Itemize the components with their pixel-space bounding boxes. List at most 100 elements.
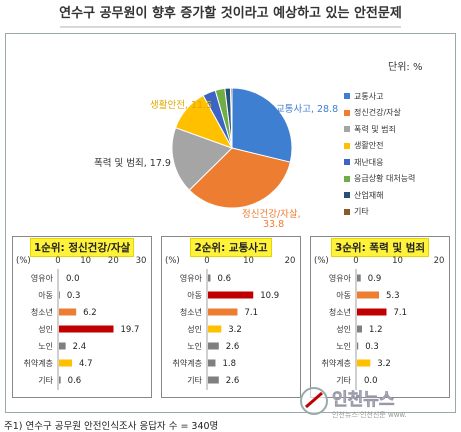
legend-label: 응급상황 대처능력 — [354, 174, 416, 184]
bar-5 — [59, 359, 72, 367]
bar-value-label: 0.3 — [67, 291, 81, 301]
pie-legend: 교통사고 정신건강/자살 폭력 및 범죄 생활안전 재난대응 응급상황 대처능력… — [344, 88, 415, 220]
rank3-panel: 3순위: 폭력 및 범죄 (%) 0 10 20 영유아 0.9 아동 5.3 청소년 7.1 성인… — [310, 236, 450, 398]
legend-item: 정신건강/자살 — [344, 105, 415, 122]
rank2-title: 2순위: 교통사고 — [162, 236, 300, 257]
footnote: 주1) 연수구 공무원 안전인식조사 응답자 수 = 340명 — [4, 421, 219, 432]
pie-label-violence: 폭력 및 범죄, 17.9 — [94, 158, 171, 169]
x-tick-label: 0 — [353, 256, 358, 266]
bar-6 — [59, 376, 61, 384]
category-label: 청소년 — [31, 307, 53, 317]
axis-unit-label: (%) — [16, 256, 31, 266]
rank3-bar-chart: (%) 0 10 20 영유아 0.9 아동 5.3 청소년 7.1 성인 1.2 노인 0.3 취약계층 3… — [314, 256, 444, 390]
pie-slice-0 — [231, 87, 293, 163]
bar-value-label: 4.7 — [79, 359, 93, 369]
legend-swatch — [344, 192, 350, 199]
axis-unit-label: (%) — [314, 256, 329, 266]
legend-swatch — [344, 93, 350, 100]
pie-label-health-value: 33.8 — [263, 219, 285, 230]
bar-2 — [357, 308, 387, 316]
bar-value-label: 0.9 — [368, 274, 382, 284]
category-label: 기타 — [336, 376, 351, 385]
category-label: 기타 — [38, 376, 53, 385]
bar-value-label: 6.2 — [83, 308, 97, 318]
rank2-panel: 2순위: 교통사고 (%) 0 10 20 영유아 0.6 아동 10.9 청소년 7.1 성인 3.… — [161, 236, 301, 398]
x-tick-label: 0 — [204, 256, 209, 266]
bar-0 — [208, 274, 211, 282]
bar-0 — [357, 274, 361, 282]
x-tick-label: 10 — [243, 256, 254, 266]
x-tick-label: 30 — [136, 256, 147, 266]
bar-2 — [208, 308, 238, 316]
bar-1 — [357, 291, 379, 299]
bar-4 — [357, 342, 359, 350]
bar-value-label: 0.6 — [68, 376, 82, 386]
category-label: 아동 — [336, 290, 351, 300]
pie-slice-1 — [188, 147, 291, 209]
x-tick-label: 0 — [55, 256, 60, 266]
category-label: 영유아 — [31, 273, 54, 283]
pie-label-traffic: 교통사고, 28.8 — [276, 104, 339, 115]
page-title: 연수구 공무원이 향후 증가할 것이라고 예상하고 있는 안전문제 — [0, 0, 461, 30]
rank1-panel: 1순위: 정신건강/자살 (%) 0 10 20 30 영유아 0.0 아동 0.3 청소년 6.2… — [12, 236, 152, 398]
category-label: 성인 — [187, 324, 202, 334]
category-label: 성인 — [38, 324, 53, 334]
category-label: 취약계층 — [173, 358, 202, 368]
legend-item: 응급상황 대처능력 — [344, 171, 415, 188]
pie-slice-2 — [171, 127, 233, 191]
rank2-bar-chart: (%) 0 10 20 영유아 0.6 아동 10.9 청소년 7.1 성인 3.2 노인 2.6 취약계층… — [165, 256, 295, 390]
bar-2 — [59, 308, 77, 316]
category-label: 노인 — [336, 341, 351, 351]
bar-value-label: 2.6 — [226, 376, 240, 386]
pie-label-life: 생활안전, 11.5 — [150, 100, 213, 111]
category-label: 영유아 — [329, 273, 352, 283]
x-tick-label: 10 — [80, 256, 91, 266]
legend-item: 생활안전 — [344, 138, 415, 155]
legend-swatch — [344, 159, 350, 166]
bar-value-label: 19.7 — [121, 325, 140, 335]
legend-swatch — [344, 126, 350, 133]
category-label: 영유아 — [180, 273, 203, 283]
axis-unit-label: (%) — [165, 256, 180, 266]
bar-3 — [357, 325, 362, 333]
legend-item: 재난대응 — [344, 154, 415, 171]
category-label: 청소년 — [180, 307, 202, 317]
bar-1 — [208, 291, 254, 299]
bar-value-label: 7.1 — [393, 308, 407, 318]
bar-4 — [59, 342, 66, 350]
category-label: 노인 — [187, 341, 202, 351]
bar-3 — [59, 325, 114, 333]
category-label: 취약계층 — [24, 358, 53, 368]
bar-value-label: 0.6 — [217, 274, 231, 284]
bar-value-label: 0.3 — [365, 342, 379, 352]
legend-label: 교통사고 — [354, 91, 384, 101]
pie-chart — [171, 87, 293, 209]
bar-5 — [357, 359, 371, 367]
category-label: 노인 — [38, 341, 53, 351]
bar-value-label: 1.2 — [369, 325, 383, 335]
category-label: 취약계층 — [322, 358, 351, 368]
bar-value-label: 2.4 — [73, 342, 87, 352]
legend-item: 폭력 및 범죄 — [344, 121, 415, 138]
unit-label: 단위: % — [388, 62, 423, 73]
watermark-logo: 인천뉴스 인천뉴스·인천신문 www. — [300, 387, 407, 419]
legend-label: 산업재해 — [354, 190, 384, 200]
category-label: 아동 — [187, 290, 202, 300]
bar-value-label: 3.2 — [228, 325, 242, 335]
pie-slice-7 — [229, 87, 233, 149]
legend-label: 생활안전 — [354, 141, 384, 151]
legend-label: 정신건강/자살 — [354, 108, 401, 118]
watermark-stripe — [305, 391, 323, 409]
category-label: 청소년 — [329, 307, 351, 317]
rank3-title: 3순위: 폭력 및 범죄 — [311, 236, 449, 257]
bar-value-label: 2.6 — [226, 342, 240, 352]
legend-item: 산업재해 — [344, 187, 415, 204]
legend-swatch — [344, 109, 350, 116]
legend-swatch — [344, 142, 350, 149]
pie-label-health: 정신건강/자살, — [242, 209, 301, 220]
legend-item: 교통사고 — [344, 88, 415, 105]
bar-5 — [208, 359, 216, 367]
x-tick-label: 10 — [392, 256, 403, 266]
category-label: 성인 — [336, 324, 351, 334]
bar-3 — [208, 325, 222, 333]
